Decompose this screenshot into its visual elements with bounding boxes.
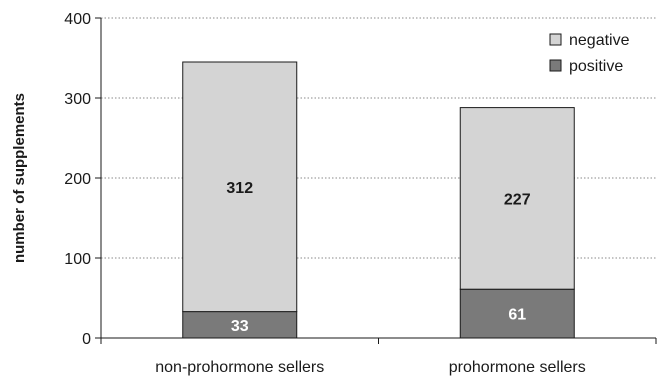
axes xyxy=(95,17,657,344)
bar-segment-positive xyxy=(182,311,298,339)
y-axis-title: number of supplements xyxy=(11,93,28,263)
bar-segment-positive xyxy=(459,288,575,339)
bar-segment-negative xyxy=(459,107,575,290)
data-label-negative: 312 xyxy=(226,180,253,197)
legend: negative positive xyxy=(549,32,630,75)
y-tick-label: 200 xyxy=(64,171,91,188)
bar-segment-negative xyxy=(182,61,298,313)
category-label: prohormone sellers xyxy=(449,359,586,376)
legend-swatch-positive xyxy=(549,59,562,72)
y-tick-label: 0 xyxy=(82,331,91,348)
labels: 33 312 non-prohormone sellers 61 227 prohormo… xyxy=(11,11,586,376)
legend-label-negative: negative xyxy=(569,32,630,49)
data-label-negative: 227 xyxy=(504,191,531,208)
data-label-positive: 61 xyxy=(508,307,526,324)
bars xyxy=(182,61,575,339)
y-tick-label: 300 xyxy=(64,91,91,108)
y-tick-label: 400 xyxy=(64,11,91,28)
category-label: non-prohormone sellers xyxy=(155,359,324,376)
y-tick-label: 100 xyxy=(64,251,91,268)
data-label-positive: 33 xyxy=(231,318,249,335)
legend-label-positive: positive xyxy=(569,58,623,75)
legend-swatch-negative xyxy=(549,33,562,46)
